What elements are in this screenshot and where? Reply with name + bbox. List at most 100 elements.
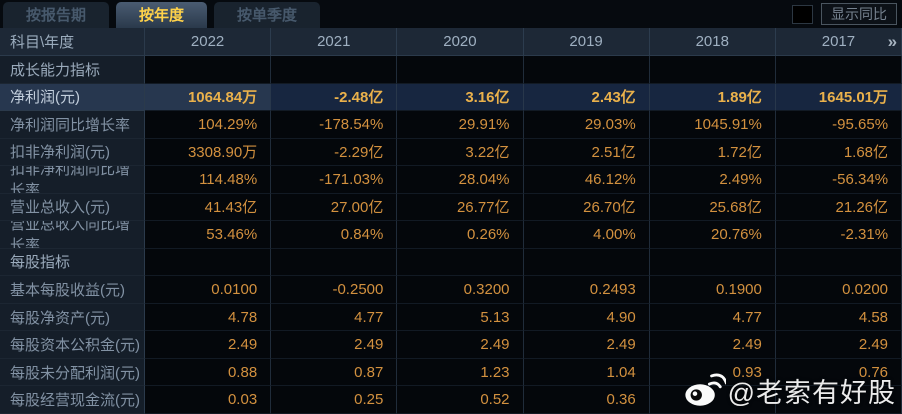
cell-value: 1645.01万 bbox=[775, 83, 902, 112]
cell-value: -2.29亿 bbox=[271, 138, 398, 167]
cell-value: 21.26亿 bbox=[775, 193, 902, 222]
year-label: 2017 bbox=[821, 33, 856, 50]
cell-value: 1.72亿 bbox=[649, 138, 776, 167]
cell-value: 29.03% bbox=[523, 111, 650, 139]
year-column-header: 2017 » bbox=[775, 28, 902, 56]
cell-value: 1064.84万 bbox=[145, 83, 272, 112]
cell-value: 0.88 bbox=[145, 358, 272, 387]
table-row[interactable]: 每股经营现金流(元) 0.03 0.25 0.52 0.36 bbox=[0, 386, 902, 414]
cell-value: -171.03% bbox=[271, 166, 398, 194]
cell-value: 0.25 bbox=[271, 386, 398, 414]
watermark: @老索有好股 bbox=[684, 367, 896, 414]
cell-value: 26.77亿 bbox=[397, 193, 524, 222]
table-row[interactable]: 扣非净利润同比增长率 114.48% -171.03% 28.04% 46.12% 2.4… bbox=[0, 166, 902, 194]
table-row[interactable]: 营业总收入同比增长率 53.46% 0.84% 0.26% 4.00% 20.76% -2.… bbox=[0, 221, 902, 249]
table-row[interactable]: 净利润同比增长率 104.29% -178.54% 29.91% 29.03% 1045.… bbox=[0, 111, 902, 139]
row-label: 净利润(元) bbox=[0, 83, 145, 112]
cell-value: 0.84% bbox=[271, 221, 398, 249]
tab-by-report-period[interactable]: 按报告期 bbox=[3, 2, 110, 28]
section-label: 每股指标 bbox=[0, 248, 145, 277]
year-label: 2021 bbox=[317, 33, 351, 50]
cell-value: 26.70亿 bbox=[523, 193, 650, 222]
more-years-icon[interactable]: » bbox=[887, 31, 898, 51]
table-row[interactable]: 营业总收入(元) 41.43亿 27.00亿 26.77亿 26.70亿 25.68亿 21… bbox=[0, 193, 902, 222]
show-yoy-button[interactable]: 显示同比 bbox=[821, 3, 897, 25]
table-row[interactable]: 每股资本公积金(元) 2.49 2.49 2.49 2.49 2.49 2.49 bbox=[0, 331, 902, 359]
cell-value: 3.22亿 bbox=[397, 138, 524, 167]
weibo-logo-icon bbox=[684, 367, 728, 414]
cell-value bbox=[523, 56, 650, 84]
cell-value: 46.12% bbox=[523, 166, 650, 194]
cell-value: 27.00亿 bbox=[271, 193, 398, 222]
cell-value: 1.04 bbox=[523, 358, 650, 387]
cell-value: 2.51亿 bbox=[523, 138, 650, 167]
cell-value bbox=[397, 56, 524, 84]
cell-value: 0.76 bbox=[775, 358, 902, 387]
cell-value: 2.49 bbox=[775, 331, 902, 359]
table-header-row: 科目\年度 2022 2021 2020 2019 2018 2017 » bbox=[0, 28, 902, 56]
table-row[interactable]: 每股未分配利润(元) 0.88 0.87 1.23 1.04 0.93 0.76 bbox=[0, 358, 902, 387]
cell-value: 28.04% bbox=[397, 166, 524, 194]
period-tab-bar: 按报告期 按年度 按单季度 显示同比 bbox=[0, 0, 902, 28]
cell-value: 0.0100 bbox=[145, 276, 272, 304]
row-label: 营业总收入(元) bbox=[0, 193, 145, 222]
row-label: 每股经营现金流(元) bbox=[0, 386, 145, 414]
cell-value: 2.49 bbox=[145, 331, 272, 359]
year-column-header: 2022 bbox=[145, 28, 272, 56]
show-yoy-checkbox[interactable] bbox=[792, 4, 813, 24]
cell-value bbox=[271, 56, 398, 84]
cell-value: 0.26% bbox=[397, 221, 524, 249]
tab-by-quarter[interactable]: 按单季度 bbox=[214, 2, 321, 28]
cell-value: 4.77 bbox=[271, 303, 398, 332]
cell-value: -0.2500 bbox=[271, 276, 398, 304]
table-row[interactable]: 净利润(元) 1064.84万 -2.48亿 3.16亿 2.43亿 1.89亿 1645.… bbox=[0, 83, 902, 112]
cell-value: 4.58 bbox=[775, 303, 902, 332]
row-label: 营业总收入同比增长率 bbox=[0, 221, 145, 249]
cell-value: 3308.90万 bbox=[145, 138, 272, 167]
cell-value: 4.00% bbox=[523, 221, 650, 249]
cell-value bbox=[775, 248, 902, 277]
cell-value: 1.68亿 bbox=[775, 138, 902, 167]
cell-value: 0.36 bbox=[523, 386, 650, 414]
row-label: 净利润同比增长率 bbox=[0, 111, 145, 139]
cell-value bbox=[145, 248, 272, 277]
table-row[interactable]: 基本每股收益(元) 0.0100 -0.2500 0.3200 0.2493 0.1900… bbox=[0, 276, 902, 304]
watermark-text: @老索有好股 bbox=[727, 378, 896, 408]
year-column-header: 2020 bbox=[397, 28, 524, 56]
cell-value: 41.43亿 bbox=[145, 193, 272, 222]
cell-value: 3.16亿 bbox=[397, 83, 524, 112]
cell-value: 20.76% bbox=[649, 221, 776, 249]
cell-value: 0.87 bbox=[271, 358, 398, 387]
cell-value: -178.54% bbox=[271, 111, 398, 139]
cell-value: 4.77 bbox=[649, 303, 776, 332]
cell-value: 0.3200 bbox=[397, 276, 524, 304]
cell-value: 1.89亿 bbox=[649, 83, 776, 112]
cell-value: -2.48亿 bbox=[271, 83, 398, 112]
cell-value: 1.23 bbox=[397, 358, 524, 387]
row-label: 扣非净利润(元) bbox=[0, 138, 145, 167]
cell-value: 114.48% bbox=[145, 166, 272, 194]
cell-value: -95.65% bbox=[775, 111, 902, 139]
row-label: 每股净资产(元) bbox=[0, 303, 145, 332]
table-row[interactable]: 每股净资产(元) 4.78 4.77 5.13 4.90 4.77 4.58 bbox=[0, 303, 902, 332]
year-label: 2018 bbox=[695, 33, 729, 50]
cell-value: 2.49 bbox=[271, 331, 398, 359]
cell-value: 53.46% bbox=[145, 221, 272, 249]
cell-value: 0.2493 bbox=[523, 276, 650, 304]
cell-value: 5.13 bbox=[397, 303, 524, 332]
row-label: 基本每股收益(元) bbox=[0, 276, 145, 304]
year-label: 2022 bbox=[190, 33, 225, 50]
cell-value bbox=[775, 386, 902, 414]
table-row[interactable]: 扣非净利润(元) 3308.90万 -2.29亿 3.22亿 2.51亿 1.72亿 1.6… bbox=[0, 138, 902, 167]
cell-value: 29.91% bbox=[397, 111, 524, 139]
year-label: 2020 bbox=[443, 33, 477, 50]
cell-value bbox=[775, 56, 902, 84]
year-column-header: 2019 bbox=[523, 28, 650, 56]
cell-value: -2.31% bbox=[775, 221, 902, 249]
cell-value bbox=[145, 56, 272, 84]
row-label: 每股未分配利润(元) bbox=[0, 358, 145, 387]
cell-value bbox=[649, 248, 776, 277]
tab-by-year[interactable]: 按年度 bbox=[116, 2, 208, 28]
cell-value bbox=[523, 248, 650, 277]
year-column-header: 2018 bbox=[649, 28, 776, 56]
